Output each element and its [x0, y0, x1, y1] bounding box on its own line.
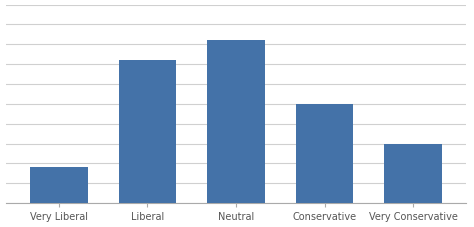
Bar — [296, 104, 354, 203]
Bar — [384, 144, 442, 203]
Bar — [118, 61, 176, 203]
Bar — [30, 168, 88, 203]
Bar — [207, 41, 265, 203]
